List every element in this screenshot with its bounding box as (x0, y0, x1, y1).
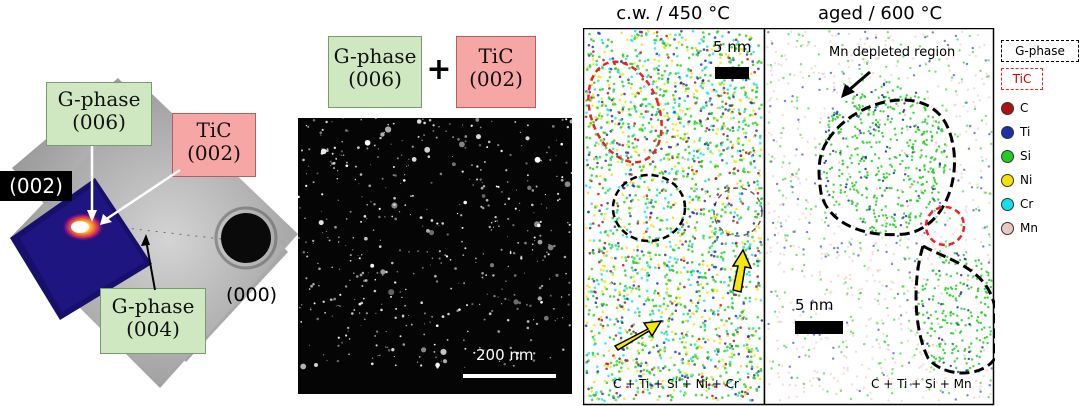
legend-item-label: Si (1020, 149, 1031, 163)
label-002: (002) (0, 171, 72, 201)
legend: G-phase TiC C Ti Si Ni Cr Mn (1001, 40, 1079, 240)
legend-item: Si (1001, 144, 1079, 168)
diffraction-panel: G-phase (006) TiC (002) (002) G-phase (0… (0, 0, 300, 406)
legend-dot-icon (1001, 173, 1014, 187)
title-aged-600: aged / 600 °C (817, 3, 943, 24)
legend-item-label: Ti (1020, 125, 1031, 139)
legend-dot-icon (1001, 197, 1014, 211)
apt-caption-right: C + Ti + Si + Mn (871, 377, 972, 391)
legend-item-label: C (1020, 101, 1029, 115)
legend-item: Cr (1001, 192, 1079, 216)
legend-item: Ni (1001, 168, 1079, 192)
legend-item-label: Mn (1020, 221, 1038, 235)
darkfield-panel: G-phase (006) + TiC (002) 200 nm (298, 0, 574, 406)
legend-gphase: G-phase (1001, 40, 1079, 62)
darkfield-scale-label: 200 nm (476, 346, 534, 364)
legend-dot-icon (1001, 149, 1014, 163)
apt-image (583, 28, 995, 406)
legend-tic: TiC (1001, 68, 1043, 90)
legend-item: Mn (1001, 216, 1079, 240)
legend-item: C (1001, 96, 1079, 120)
legend-dot-icon (1001, 221, 1014, 235)
mn-depleted-label: Mn depleted region (829, 45, 956, 60)
legend-item: Ti (1001, 120, 1079, 144)
label-tic-002: TiC (002) (172, 113, 256, 177)
apt-panel: c.w. / 450 °C aged / 600 °C 5 nm 5 nm Mn… (583, 0, 995, 406)
title-cw-450: c.w. / 450 °C (616, 3, 730, 24)
legend-items: C Ti Si Ni Cr Mn (1001, 96, 1079, 240)
legend-dot-icon (1001, 125, 1014, 139)
label-000: (000) (226, 284, 278, 306)
legend-item-label: Ni (1020, 173, 1033, 187)
label-gphase-006: G-phase (006) (46, 82, 152, 146)
darkfield-label-gphase: G-phase (006) (328, 36, 422, 108)
darkfield-label-tic: TiC (002) (456, 36, 536, 108)
label-gphase-004: G-phase (004) (100, 288, 206, 354)
apt-caption-left: C + Ti + Si + Ni + Cr (613, 377, 739, 391)
legend-dot-icon (1001, 101, 1014, 115)
apt-scale-left: 5 nm (713, 38, 752, 56)
plus-sign: + (426, 52, 452, 87)
darkfield-image (298, 118, 572, 394)
legend-item-label: Cr (1020, 197, 1034, 211)
apt-scale-right: 5 nm (795, 296, 834, 314)
